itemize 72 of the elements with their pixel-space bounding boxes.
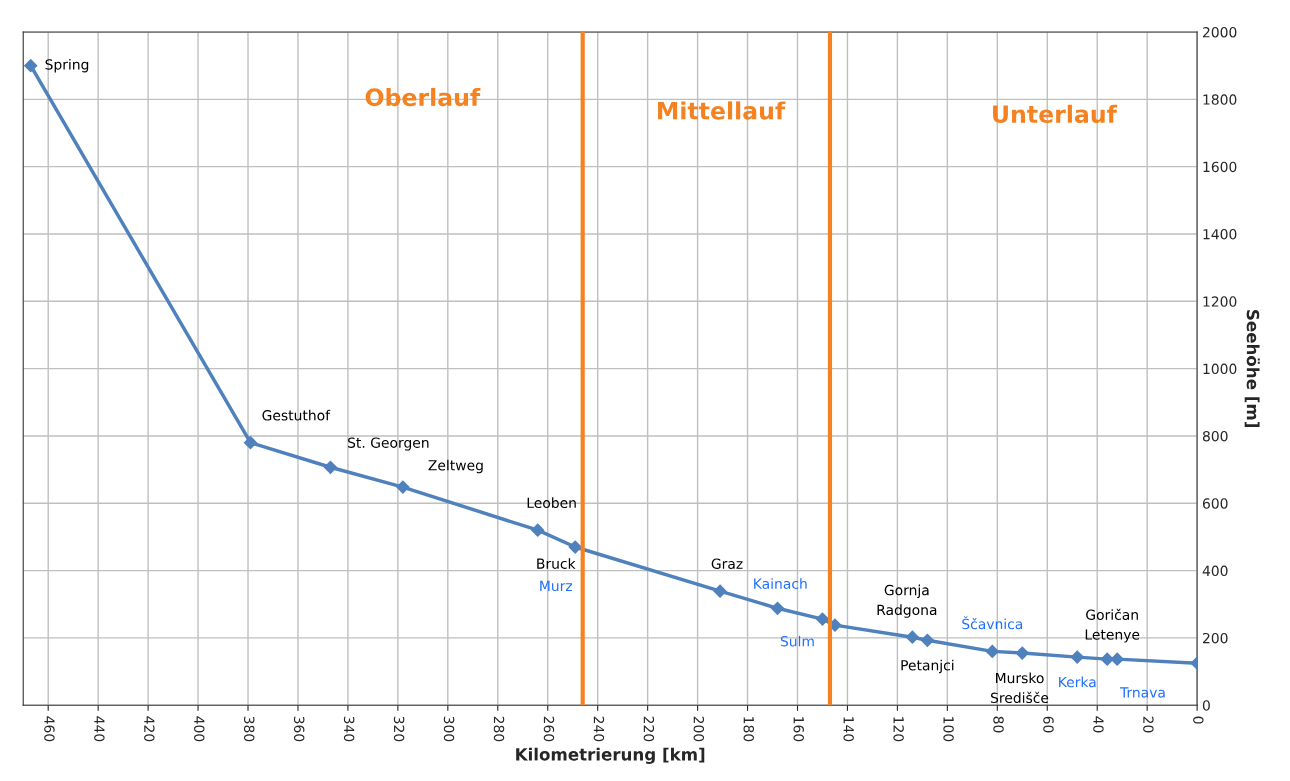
x-tick-label: 60 [1043, 716, 1054, 733]
y-tick-label: 2000 [1203, 26, 1237, 38]
x-tick-label: 260 [543, 716, 555, 742]
x-tick-label: 300 [443, 716, 455, 742]
annotation: Spring [45, 58, 89, 73]
y-tick-label: 800 [1202, 430, 1228, 442]
y-tick-label: 1000 [1203, 363, 1237, 375]
x-tick-label: 0 [1193, 716, 1204, 724]
annotation: Leoben [527, 497, 576, 509]
point [243, 435, 258, 450]
point [23, 58, 38, 73]
x-tick-label: 240 [593, 716, 605, 742]
annotation: Trnava [1119, 687, 1165, 698]
y-tick-label: 1400 [1203, 228, 1237, 240]
y-tick-label: 200 [1203, 632, 1228, 644]
x-tick-label: 180 [743, 717, 755, 742]
x-tick-label: 460 [44, 716, 55, 742]
annotation: Graz [711, 558, 743, 569]
annotation: Oberlauf [365, 87, 481, 107]
point [815, 612, 830, 626]
annotation: Murz [540, 580, 573, 592]
point [905, 630, 920, 645]
annotation: Gornja Radgona [877, 584, 937, 618]
annotation: Zeltweg [428, 459, 483, 474]
annotation: Gestuthof [262, 409, 331, 421]
point [395, 480, 410, 494]
point [920, 633, 935, 648]
x-tick-label: 380 [243, 716, 255, 742]
annotation: Unterlauf [993, 104, 1118, 124]
x-tick-label: 140 [843, 717, 854, 742]
x-tick-label: 100 [943, 717, 954, 742]
point [713, 584, 727, 599]
y-tick-label: 0 [1202, 700, 1210, 711]
x-tick-label: 360 [293, 716, 305, 742]
point [530, 523, 545, 538]
point [770, 601, 785, 616]
annotation: Bruck [537, 558, 576, 569]
x-tick-label: 200 [693, 716, 705, 742]
point [323, 460, 338, 475]
annotation: Petanjci [901, 659, 954, 674]
x-tick-label: 20 [1143, 716, 1154, 733]
y-axis-title: Seehöhe [m] [1244, 310, 1260, 427]
annotation: Mittellauf [658, 101, 786, 120]
x-tick-label: 160 [793, 717, 804, 742]
annotation: Kerka [1059, 676, 1096, 688]
point [1070, 650, 1085, 664]
y-tick-label: 400 [1202, 565, 1228, 577]
y-tick-label: 600 [1202, 498, 1228, 509]
x-tick-label: 400 [194, 716, 205, 742]
annotation: Sulm [780, 635, 814, 647]
annotation: Kainach [754, 578, 807, 589]
y-tick-label: 1800 [1203, 94, 1237, 105]
x-axis-title: Kilometrierung [km] [516, 747, 705, 764]
x-tick-label: 320 [393, 716, 405, 742]
y-tick-label: 1600 [1203, 161, 1237, 173]
x-tick-label: 440 [94, 716, 105, 742]
annotation: Mursko Središče [990, 672, 1049, 704]
y-tick-label: 1200 [1203, 296, 1237, 307]
point [985, 644, 1000, 659]
annotation: Goričan Letenye [1085, 608, 1140, 643]
x-tick-label: 120 [893, 717, 904, 742]
x-tick-label: 420 [144, 716, 155, 742]
point [568, 540, 583, 554]
x-tick-label: 280 [493, 716, 505, 742]
x-tick-label: 340 [343, 716, 355, 742]
annotation: St. Georgen [348, 437, 429, 451]
x-tick-label: 80 [993, 716, 1004, 733]
point [1110, 652, 1125, 666]
point [1015, 646, 1030, 660]
x-tick-label: 220 [643, 716, 655, 742]
annotation: Ščavnica [962, 616, 1023, 630]
x-tick-label: 40 [1093, 716, 1104, 733]
